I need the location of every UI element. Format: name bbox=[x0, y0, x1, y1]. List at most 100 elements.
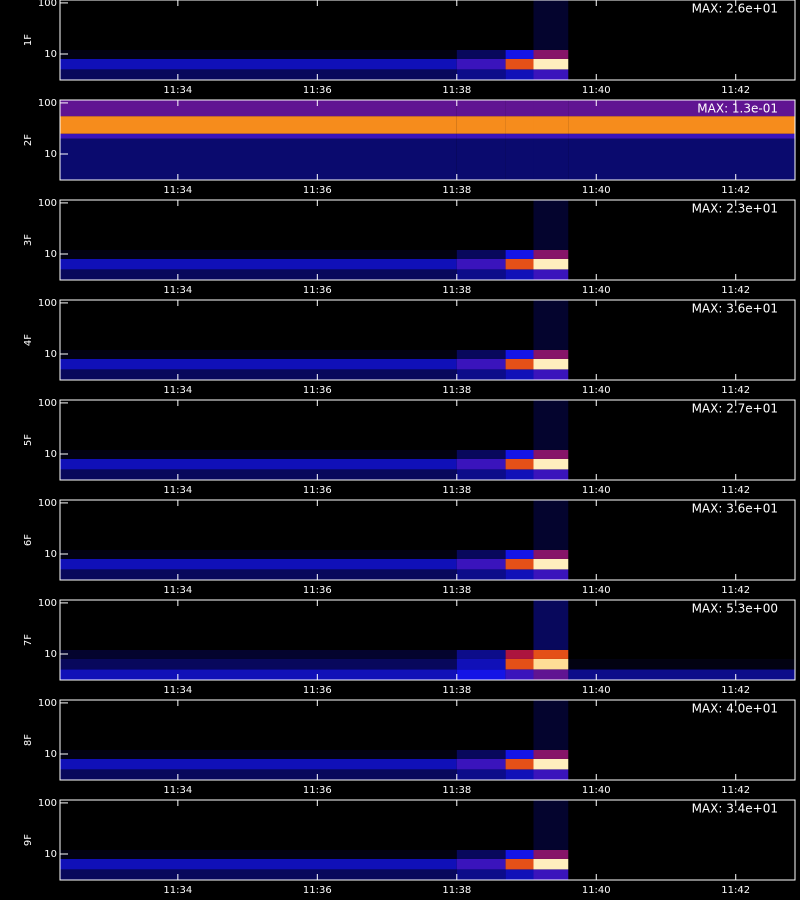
heat-cell bbox=[456, 258, 506, 270]
heat-cell bbox=[533, 669, 569, 680]
y-tick-label: 100 bbox=[38, 498, 57, 509]
plot-frame bbox=[59, 599, 796, 681]
heat-cell bbox=[568, 200, 795, 250]
heat-cell bbox=[533, 500, 569, 550]
heat-cell bbox=[568, 69, 795, 80]
heat-cell bbox=[456, 769, 506, 780]
heat-cell bbox=[60, 269, 457, 280]
heat-cell bbox=[505, 769, 534, 780]
heat-cell bbox=[568, 269, 795, 280]
heat-cell bbox=[505, 58, 534, 70]
heat-cell bbox=[60, 69, 457, 80]
heat-cell bbox=[568, 858, 795, 870]
x-tick-label: 11:36 bbox=[303, 585, 332, 596]
y-tick-label: 100 bbox=[38, 698, 57, 709]
heat-cell bbox=[505, 658, 534, 670]
max-annotation: MAX: 2.7e+01 bbox=[692, 402, 778, 416]
heat-cell bbox=[533, 133, 569, 139]
heat-cell bbox=[60, 358, 457, 370]
heat-cell bbox=[456, 400, 506, 450]
x-tick-label: 11:40 bbox=[582, 685, 611, 696]
heat-cell bbox=[60, 249, 457, 259]
heat-cell bbox=[505, 700, 534, 750]
heat-cell bbox=[456, 133, 506, 139]
max-annotation: MAX: 3.6e+01 bbox=[692, 302, 778, 316]
heat-cell bbox=[533, 358, 569, 370]
y-tick-label: 100 bbox=[38, 0, 57, 9]
heat-cell bbox=[568, 249, 795, 259]
y-tick-label: 10 bbox=[44, 249, 57, 260]
heat-cell bbox=[505, 133, 534, 139]
x-tick-label: 11:34 bbox=[163, 885, 192, 896]
heat-cell bbox=[533, 758, 569, 770]
heat-cell bbox=[533, 300, 569, 350]
heat-cell bbox=[60, 658, 457, 670]
heat-cell bbox=[533, 600, 569, 650]
y-axis-label: 4F bbox=[23, 334, 34, 346]
y-axis-label: 2F bbox=[23, 134, 34, 146]
heat-cell bbox=[533, 58, 569, 70]
heat-cell bbox=[505, 869, 534, 880]
heat-cell bbox=[505, 116, 534, 134]
heat-cell bbox=[533, 569, 569, 580]
heat-cell bbox=[533, 400, 569, 450]
x-tick-label: 11:38 bbox=[442, 485, 471, 496]
x-tick-label: 11:42 bbox=[721, 585, 750, 596]
x-tick-label: 11:40 bbox=[582, 885, 611, 896]
heat-cell bbox=[505, 138, 534, 180]
heat-cell bbox=[568, 558, 795, 570]
heat-cell bbox=[533, 100, 569, 117]
heat-cell bbox=[533, 49, 569, 59]
max-annotation: MAX: 4.0e+01 bbox=[692, 702, 778, 716]
plot-frame bbox=[59, 0, 796, 81]
y-tick-label: 100 bbox=[38, 798, 57, 809]
x-tick-label: 11:38 bbox=[442, 385, 471, 396]
heat-cell bbox=[533, 858, 569, 870]
x-tick-label: 11:42 bbox=[721, 85, 750, 96]
heat-cell bbox=[456, 669, 506, 680]
heat-cell bbox=[456, 658, 506, 670]
heat-cell bbox=[456, 349, 506, 359]
plot-frame bbox=[59, 699, 796, 781]
heat-cell bbox=[60, 133, 457, 139]
heat-cell bbox=[456, 758, 506, 770]
y-axis-label: 6F bbox=[23, 534, 34, 546]
x-tick-label: 11:42 bbox=[721, 785, 750, 796]
heat-cell bbox=[60, 469, 457, 480]
x-tick-label: 11:36 bbox=[303, 285, 332, 296]
heat-cell bbox=[60, 258, 457, 270]
plot-frame bbox=[59, 299, 796, 381]
heat-cell bbox=[60, 649, 457, 659]
heat-cell bbox=[456, 600, 506, 650]
heat-cell bbox=[456, 100, 506, 117]
y-axis-label: 7F bbox=[23, 634, 34, 646]
heat-cell bbox=[568, 658, 795, 670]
y-tick-label: 100 bbox=[38, 398, 57, 409]
heat-cell bbox=[60, 300, 457, 350]
max-annotation: MAX: 3.4e+01 bbox=[692, 802, 778, 816]
heat-cell bbox=[533, 458, 569, 470]
heat-cell bbox=[505, 69, 534, 80]
y-tick-label: 10 bbox=[44, 449, 57, 460]
heat-cell bbox=[568, 769, 795, 780]
x-tick-label: 11:40 bbox=[582, 85, 611, 96]
heat-cell bbox=[456, 549, 506, 559]
x-tick-label: 11:40 bbox=[582, 385, 611, 396]
heat-cell bbox=[533, 649, 569, 659]
x-tick-label: 11:40 bbox=[582, 785, 611, 796]
heat-cell bbox=[568, 800, 795, 850]
heat-cell bbox=[456, 649, 506, 659]
y-axis-label: 8F bbox=[23, 734, 34, 746]
heat-cell bbox=[568, 116, 795, 134]
y-axis-label: 9F bbox=[23, 834, 34, 846]
heat-cell bbox=[568, 469, 795, 480]
heat-cell bbox=[456, 700, 506, 750]
y-tick-label: 100 bbox=[38, 98, 57, 109]
y-tick-label: 10 bbox=[44, 349, 57, 360]
heat-cell bbox=[456, 358, 506, 370]
x-tick-label: 11:34 bbox=[163, 285, 192, 296]
x-tick-label: 11:40 bbox=[582, 485, 611, 496]
heat-cell bbox=[533, 116, 569, 134]
heat-cell bbox=[505, 200, 534, 250]
x-tick-label: 11:36 bbox=[303, 385, 332, 396]
